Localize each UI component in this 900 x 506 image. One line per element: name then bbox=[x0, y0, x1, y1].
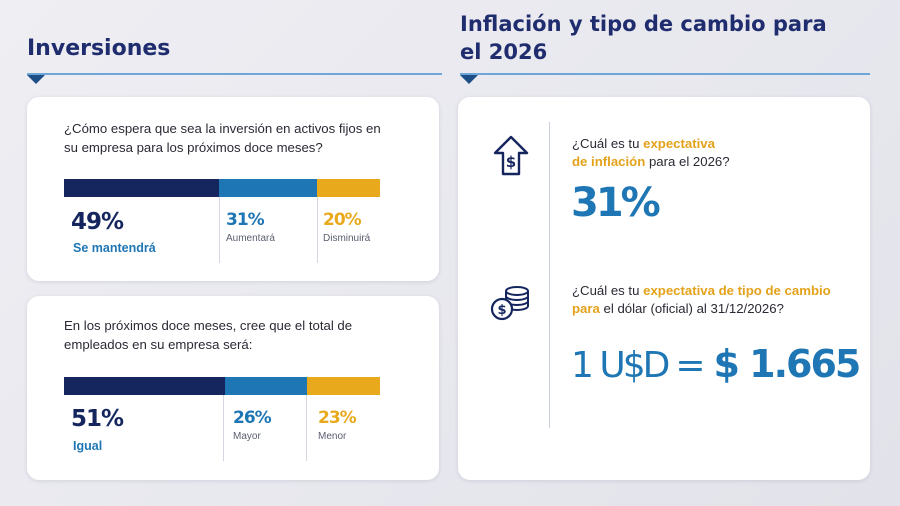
investment-divider bbox=[219, 197, 220, 263]
inflation-question: ¿Cuál es tu expectativa de inflación par… bbox=[572, 135, 842, 171]
employment-bar-segment bbox=[307, 377, 380, 395]
employment-pct-igual: 51% bbox=[71, 406, 124, 432]
investment-bar-segment bbox=[64, 179, 219, 197]
exchange-rate-rhs: $ 1.665 bbox=[713, 342, 862, 386]
inflation-question-pre: ¿Cuál es tu bbox=[572, 136, 644, 151]
section-rule-left bbox=[27, 73, 442, 75]
section-pointer-left bbox=[27, 75, 45, 84]
investment-label-disminuira: Disminuirá bbox=[323, 233, 371, 244]
inflation-question-highlight-1: expectativa bbox=[643, 136, 715, 151]
exchange-question: ¿Cuál es tu expectativa de tipo de cambi… bbox=[572, 282, 842, 318]
investment-card: ¿Cómo espera que sea la inversión en act… bbox=[27, 97, 439, 281]
employment-bar-segment bbox=[64, 377, 226, 395]
investment-label-aumentara: Aumentará bbox=[226, 233, 275, 244]
exchange-question-post: el dólar (oficial) al 31/12/2026? bbox=[599, 301, 784, 316]
investment-label-se-mantendra: Se mantendrá bbox=[73, 241, 156, 255]
exchange-question-pre: ¿Cuál es tu bbox=[572, 283, 644, 298]
investment-bar-segment bbox=[218, 179, 317, 197]
house-dollar-arrow-icon: $ bbox=[491, 134, 531, 183]
employment-pct-mayor: 26% bbox=[233, 408, 272, 428]
svg-text:$: $ bbox=[497, 303, 506, 318]
exchange-rate-value: 1 U$D = $ 1.665 bbox=[571, 342, 862, 386]
employment-label-mayor: Mayor bbox=[233, 431, 261, 442]
employment-pct-menor: 23% bbox=[318, 408, 357, 428]
inflation-question-highlight-2: de inflación bbox=[572, 154, 646, 169]
section-rule-right bbox=[460, 73, 870, 75]
investment-pct-disminuira: 20% bbox=[323, 210, 362, 230]
exchange-rate-lhs: 1 U$D bbox=[571, 345, 670, 386]
investment-pct-se-mantendra: 49% bbox=[71, 209, 124, 235]
inflation-question-post: para el 2026? bbox=[645, 154, 730, 169]
employment-card: En los próximos doce meses, cree que el … bbox=[27, 296, 439, 480]
employment-bar-segment bbox=[225, 377, 308, 395]
svg-text:$: $ bbox=[506, 153, 516, 171]
employment-divider bbox=[223, 395, 224, 461]
right-card-vertical-line bbox=[549, 122, 550, 428]
investment-divider bbox=[317, 197, 318, 263]
investment-question: ¿Cómo espera que sea la inversión en act… bbox=[64, 121, 381, 155]
coin-stack-dollar-icon: $ bbox=[489, 283, 533, 328]
investment-bar-segment bbox=[316, 179, 380, 197]
exchange-rate-equals: = bbox=[675, 345, 706, 386]
section-pointer-right bbox=[460, 75, 478, 84]
exchange-question-highlight: expectativa de tipo de cambio para bbox=[572, 283, 831, 316]
investment-pct-aumentara: 31% bbox=[226, 210, 265, 230]
employment-question: En los próximos doce meses, cree que el … bbox=[64, 318, 353, 352]
employment-stacked-bar bbox=[64, 377, 380, 395]
section-title-inversiones: Inversiones bbox=[27, 36, 171, 61]
investment-stacked-bar bbox=[64, 179, 380, 197]
employment-label-menor: Menor bbox=[318, 431, 347, 442]
employment-label-igual: Igual bbox=[73, 439, 103, 453]
employment-divider bbox=[306, 395, 307, 461]
inflation-value: 31% bbox=[571, 180, 661, 226]
section-title-inflacion: Inflación y tipo de cambio para el 2026 bbox=[460, 12, 827, 64]
